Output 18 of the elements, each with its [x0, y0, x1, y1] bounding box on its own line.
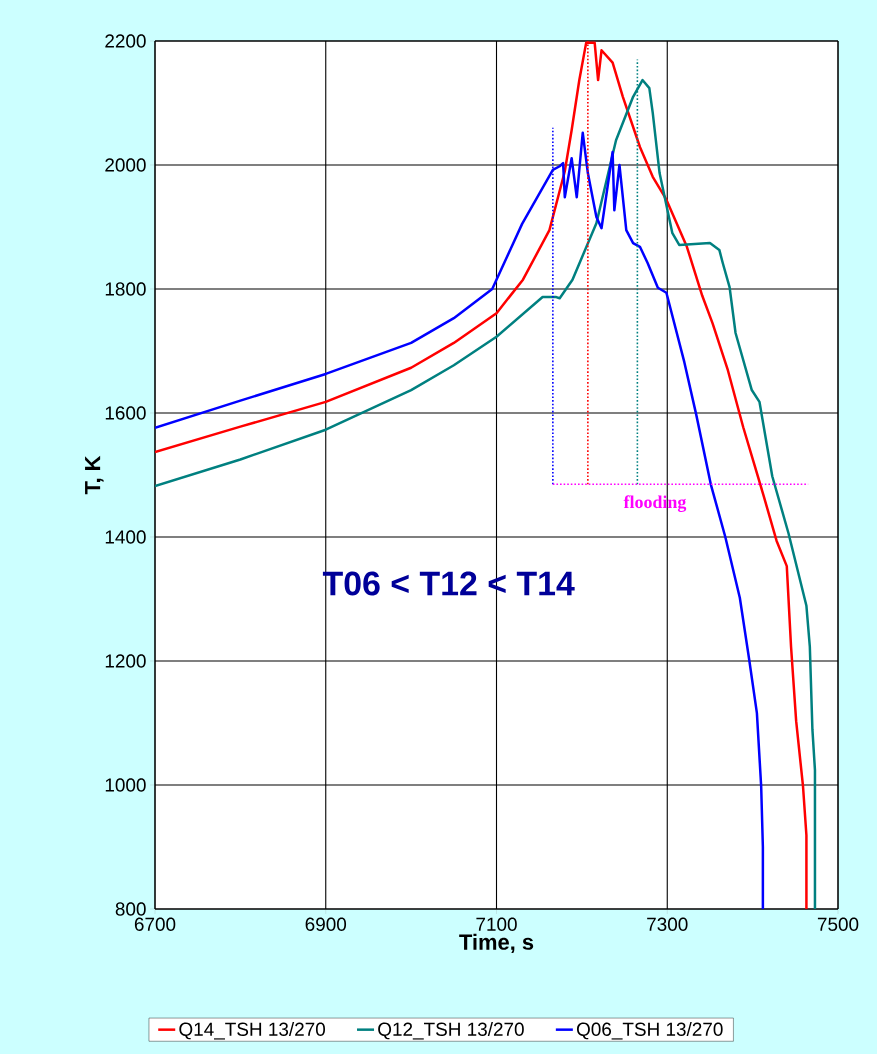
- y-tick-label: 1800: [105, 282, 146, 296]
- y-tick-label: 1000: [105, 778, 146, 792]
- y-tick-label: 1600: [105, 406, 146, 420]
- x-tick-label: 7100: [476, 917, 517, 931]
- y-axis-title: T, K: [85, 455, 104, 495]
- y-tick-label: 1200: [105, 654, 146, 668]
- y-tick-label: 800: [115, 902, 146, 916]
- x-tick-label: 7500: [817, 917, 859, 931]
- x-tick-label: 7300: [647, 917, 688, 931]
- legend-label: Q14_TSH 13/270: [179, 1022, 326, 1040]
- x-tick-label: 6700: [134, 917, 176, 931]
- legend-label: Q12_TSH 13/270: [378, 1022, 524, 1040]
- legend-label: Q06_TSH 13/270: [576, 1022, 723, 1040]
- x-tick-label: 6900: [305, 917, 347, 931]
- y-tick-label: 2000: [105, 158, 146, 172]
- y-tick-label: 2200: [105, 34, 146, 48]
- y-tick-label: 1400: [105, 530, 146, 544]
- x-axis-title: Time, s: [459, 933, 534, 954]
